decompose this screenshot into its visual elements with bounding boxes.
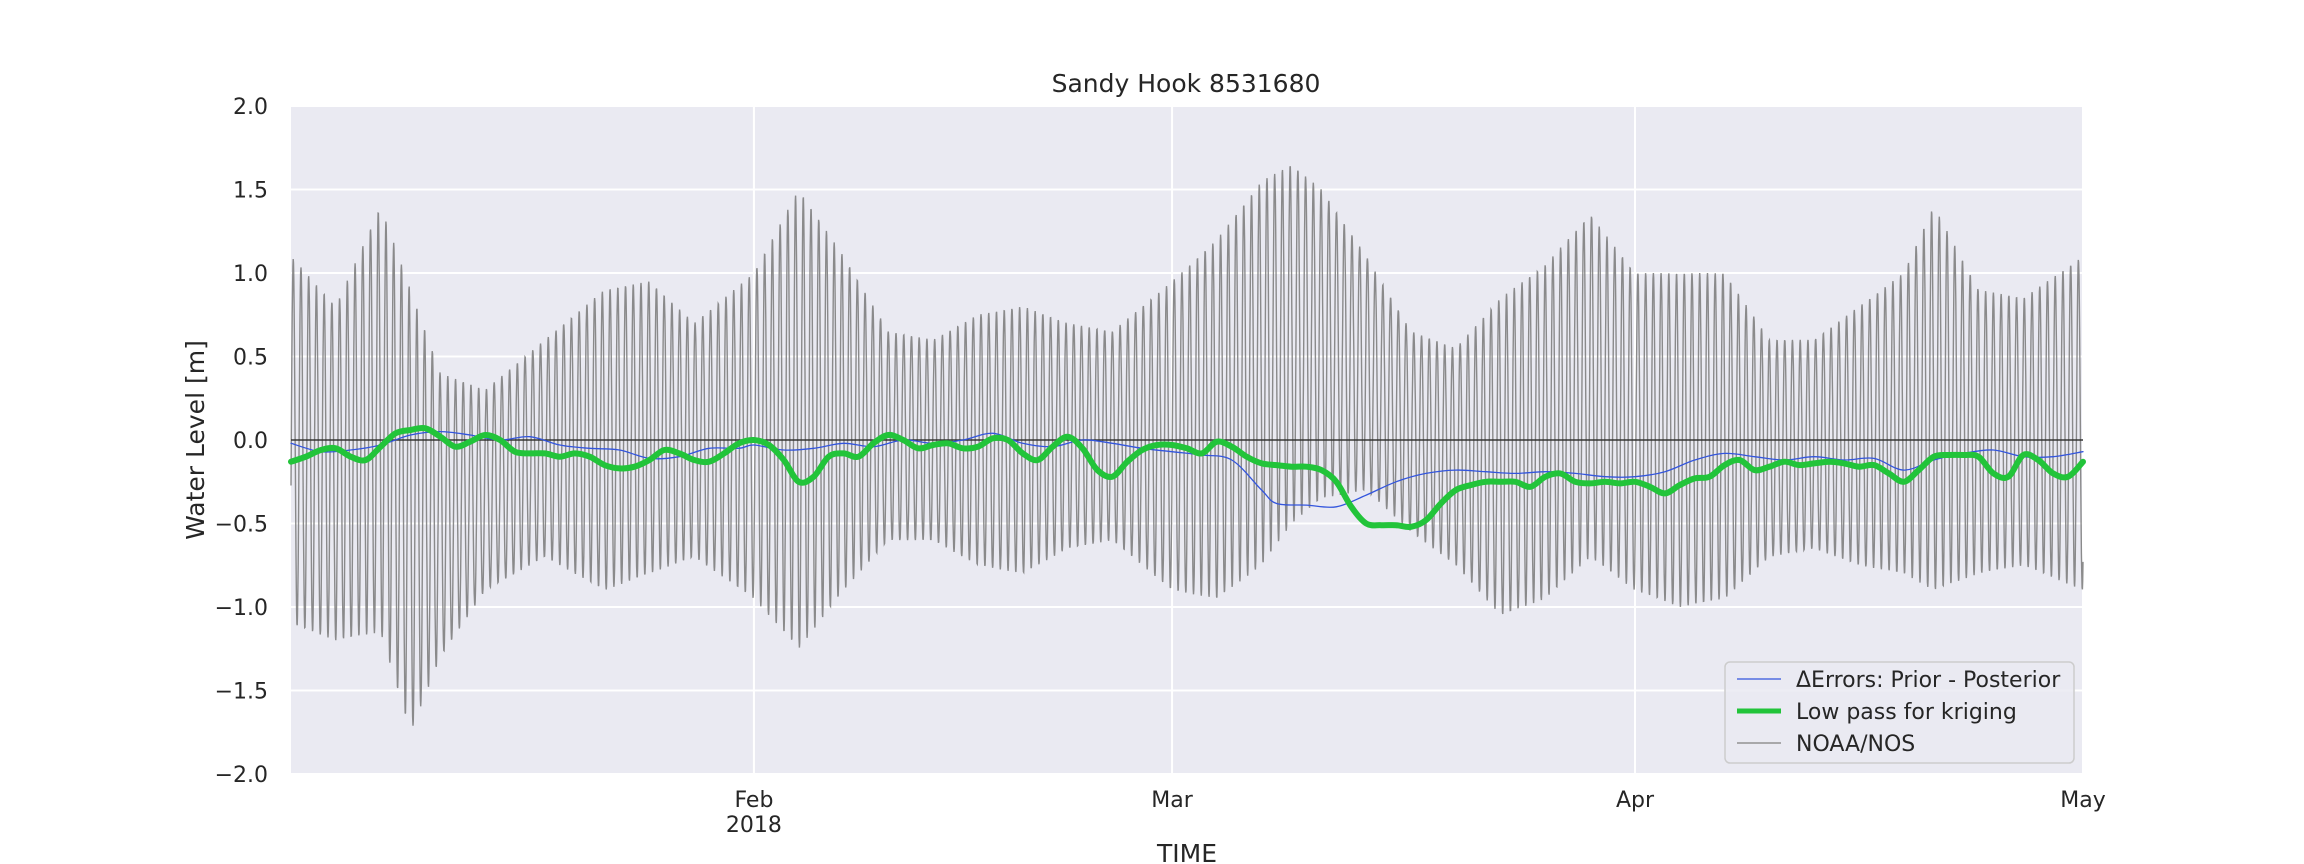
legend-item-noaa-nos-label: NOAA/NOS — [1796, 732, 1915, 757]
x-axis-label: TIME — [1156, 839, 1217, 864]
series-layer — [288, 166, 2086, 726]
legend-item-low-pass-label: Low pass for kriging — [1796, 700, 2017, 725]
low-pass-series-line — [288, 424, 2086, 530]
y-tick-label: 1.0 — [233, 262, 268, 287]
x-tick-sublabel: 2018 — [726, 813, 782, 838]
y-axis-label: Water Level [m] — [181, 340, 210, 540]
y-tick-label: −1.0 — [215, 596, 268, 621]
chart-legend: ΔErrors: Prior - Posterior Low pass for k… — [1724, 661, 2075, 764]
legend-item-delta-errors-label: ΔErrors: Prior - Posterior — [1796, 668, 2061, 693]
noaa-nos-series-line — [290, 166, 2084, 726]
y-tick-label: 2.0 — [233, 95, 268, 120]
y-tick-label: −2.0 — [215, 763, 268, 788]
chart-title: Sandy Hook 8531680 — [1052, 69, 1321, 98]
x-tick-label: Feb — [734, 788, 773, 813]
x-tick-label: Apr — [1616, 788, 1655, 813]
y-tick-label: −0.5 — [215, 513, 268, 538]
x-tick-label: May — [2060, 788, 2105, 813]
y-tick-labels: 2.0 1.5 1.0 0.5 0.0 −0.5 −1.0 −1.5 −2.0 — [215, 95, 268, 788]
y-tick-label: 1.5 — [233, 179, 268, 204]
x-tick-label: Mar — [1151, 788, 1193, 813]
y-tick-label: 0.5 — [233, 346, 268, 371]
legend-box — [1724, 661, 2075, 764]
y-tick-label: 0.0 — [233, 429, 268, 454]
y-tick-label: −1.5 — [215, 680, 268, 705]
